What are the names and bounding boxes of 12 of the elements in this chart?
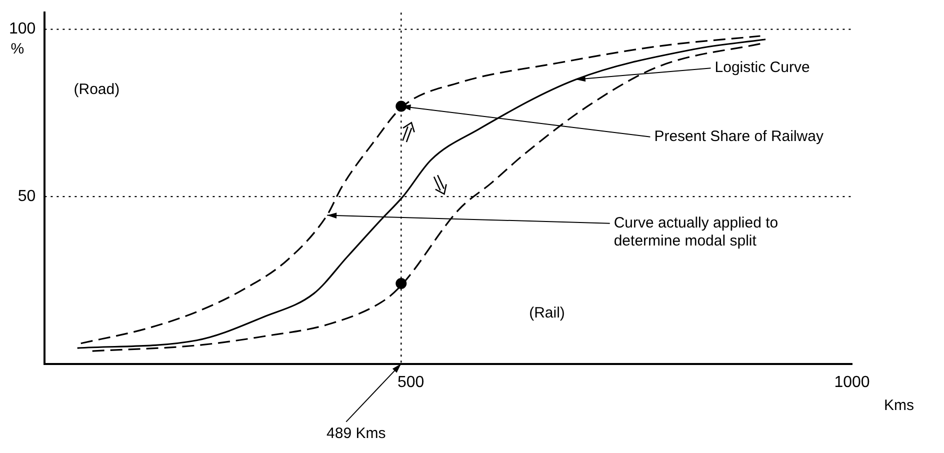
annotation: (Road) (74, 81, 120, 98)
y-tick-label: 50 (18, 188, 36, 205)
x-tick-label: 1000 (834, 374, 870, 391)
annotation: (Rail) (529, 304, 565, 322)
annotation: Present Share of Railway (654, 128, 824, 146)
y-tick-label: 100 (8, 20, 36, 38)
annotation: Logistic Curve (714, 59, 810, 76)
ref-line-label: 489 Kms (326, 424, 386, 442)
annotation: Curve actually applied to determine modal split (614, 214, 778, 250)
y-axis-title: % (10, 40, 24, 58)
x-tick-label: 500 (398, 374, 424, 391)
x-axis-title: Kms (884, 396, 914, 414)
